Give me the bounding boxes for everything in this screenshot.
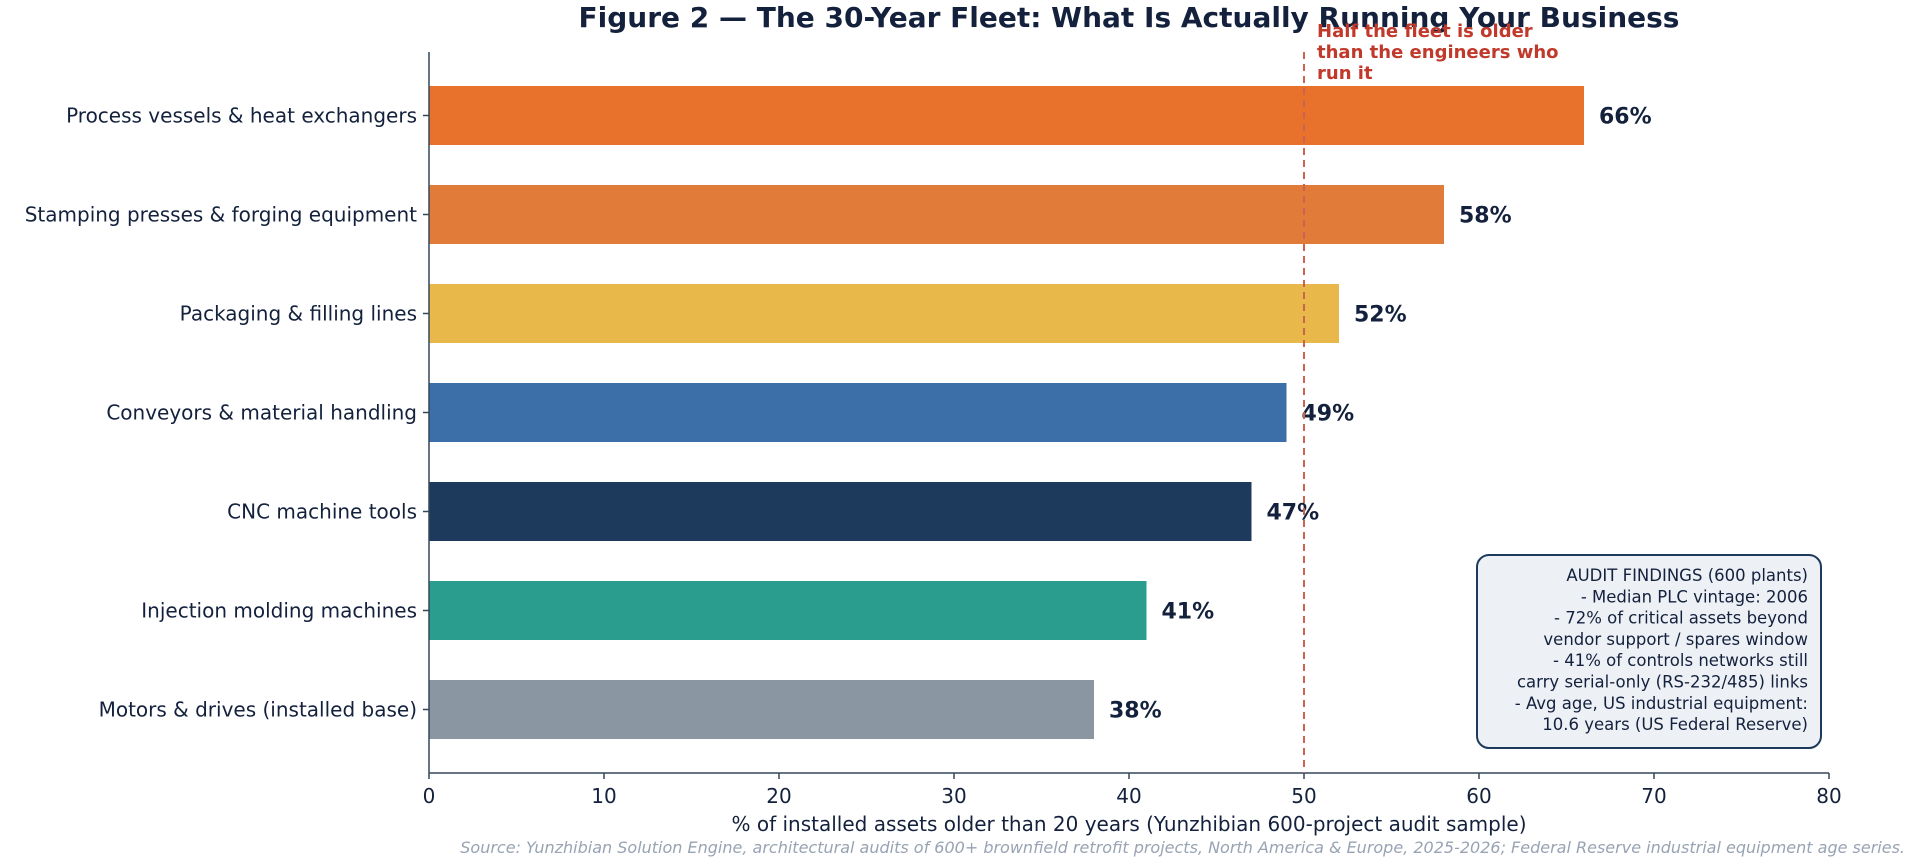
audit-findings-line-6: carry serial-only (RS-232/485) links xyxy=(1517,673,1808,692)
source-note: Source: Yunzhibian Solution Engine, arch… xyxy=(460,838,1905,857)
x-tick-label-40: 40 xyxy=(1116,784,1141,808)
chart-title: Figure 2 — The 30-Year Fleet: What Is Ac… xyxy=(579,1,1680,34)
annotation-line-3: run it xyxy=(1317,63,1373,84)
x-tick-label-0: 0 xyxy=(423,784,436,808)
audit-findings-line-5: - 41% of controls networks still xyxy=(1553,651,1808,670)
audit-findings-line-1: AUDIT FINDINGS (600 plants) xyxy=(1566,566,1808,585)
audit-findings-box-bg xyxy=(1476,554,1822,749)
audit-findings-line-4: vendor support / spares window xyxy=(1543,630,1808,649)
data-label-7: 38% xyxy=(1109,699,1162,724)
data-label-4: 49% xyxy=(1302,402,1355,427)
annotation-line-2: than the engineers who xyxy=(1317,42,1559,63)
x-tick-label-70: 70 xyxy=(1641,784,1666,808)
x-tick-label-30: 30 xyxy=(941,784,966,808)
data-label-5: 47% xyxy=(1267,501,1320,526)
x-tick-label-60: 60 xyxy=(1466,784,1491,808)
category-label-3: Packaging & filling lines xyxy=(180,302,417,326)
audit-findings-text: AUDIT FINDINGS (600 plants) - Median PLC … xyxy=(1515,566,1808,734)
category-labels: Process vessels & heat exchangers Stampin… xyxy=(25,104,429,722)
bars-group xyxy=(429,86,1584,739)
audit-findings-line-2: - Median PLC vintage: 2006 xyxy=(1581,587,1808,606)
bar-1 xyxy=(429,86,1584,145)
data-label-3: 52% xyxy=(1354,303,1407,328)
x-axis-label: % of installed assets older than 20 year… xyxy=(731,812,1526,836)
bar-6 xyxy=(429,581,1147,640)
audit-findings-line-7: - Avg age, US industrial equipment: xyxy=(1515,694,1808,713)
category-label-7: Motors & drives (installed base) xyxy=(99,698,417,722)
bar-2 xyxy=(429,185,1444,244)
bar-5 xyxy=(429,482,1252,541)
annotation-line-1: Half the fleet is older xyxy=(1317,21,1533,42)
x-axis-ticks: 0 10 20 30 40 50 60 70 80 xyxy=(423,773,1842,808)
audit-findings-line-3: - 72% of critical assets beyond xyxy=(1554,609,1808,628)
data-label-2: 58% xyxy=(1459,204,1512,229)
bar-7 xyxy=(429,680,1094,739)
data-labels: 66% 58% 52% 49% 47% 41% 38% xyxy=(1109,105,1652,724)
x-tick-label-80: 80 xyxy=(1816,784,1841,808)
data-label-1: 66% xyxy=(1599,105,1652,130)
category-label-6: Injection molding machines xyxy=(141,599,417,623)
category-label-5: CNC machine tools xyxy=(227,500,417,524)
category-label-2: Stamping presses & forging equipment xyxy=(25,203,417,227)
bar-3 xyxy=(429,284,1339,343)
data-label-6: 41% xyxy=(1162,600,1215,625)
bar-4 xyxy=(429,383,1287,442)
category-label-1: Process vessels & heat exchangers xyxy=(66,104,417,128)
x-tick-label-10: 10 xyxy=(591,784,616,808)
x-tick-label-50: 50 xyxy=(1291,784,1316,808)
audit-findings-box: AUDIT FINDINGS (600 plants) - Median PLC … xyxy=(1476,554,1822,749)
reference-line-annotation: Half the fleet is older than the engineer… xyxy=(1317,21,1559,84)
x-tick-label-20: 20 xyxy=(766,784,791,808)
category-label-4: Conveyors & material handling xyxy=(106,401,417,425)
audit-findings-line-8: 10.6 years (US Federal Reserve) xyxy=(1542,715,1808,734)
